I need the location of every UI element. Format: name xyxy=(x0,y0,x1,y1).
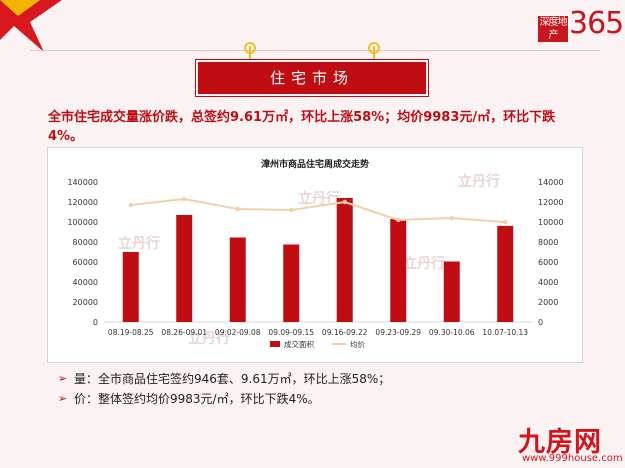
line-point-09.30-10.06 xyxy=(449,215,454,221)
legend-label-line: 均价 xyxy=(350,339,365,349)
left-axis: 0 20000 40000 60000 80000 100000 120000 140000 xyxy=(67,178,532,327)
line-point-09.09-09.15 xyxy=(289,207,294,213)
right-tick-label: 10000 xyxy=(538,218,563,227)
right-tick-label: 12000 xyxy=(538,198,563,207)
line-point-08.19-08.25 xyxy=(128,202,133,208)
watermark-text: 立丹行 xyxy=(118,235,160,252)
right-tick-label: 6000 xyxy=(538,258,558,267)
watermark-text: 立丹行 xyxy=(403,255,445,272)
bar-09.23-09.29 xyxy=(390,219,407,322)
right-tick-label: 4000 xyxy=(538,278,558,287)
banner-title: 住宅市场 xyxy=(198,62,426,94)
footer-url: www.999house.com xyxy=(522,453,623,464)
avg-price-line xyxy=(130,197,506,224)
logo-text-box: 深度地产 xyxy=(538,16,568,42)
left-tick-label: 100000 xyxy=(67,218,98,227)
bullet-price: ➢ 价：整体签约均价9983元/㎡，环比下跌4%。 xyxy=(58,388,588,408)
chart-title: 漳州市商品住宅周成交走势 xyxy=(261,158,369,170)
bar-09.30-10.06 xyxy=(443,261,460,322)
section-banner: 住宅市场 xyxy=(188,42,436,100)
bar-series xyxy=(122,198,514,322)
left-tick-label: 120000 xyxy=(67,198,98,207)
right-tick-label: 0 xyxy=(538,318,543,327)
x-tick-label: 09.02-09.08 xyxy=(215,328,261,337)
watermark-text: 立丹行 xyxy=(188,330,230,347)
left-tick-label: 60000 xyxy=(73,258,98,267)
line-point-10.07-10.13 xyxy=(503,219,508,225)
legend-swatch-bar xyxy=(270,341,280,347)
footer-logo: 九房网 www.999house.com xyxy=(514,420,623,466)
left-tick-label: 40000 xyxy=(73,278,98,287)
brand-logo: 深度地产 365 xyxy=(538,6,624,44)
logo-number: 365 xyxy=(569,6,624,41)
x-tick-label: 09.09-09.15 xyxy=(268,328,314,337)
bar-09.16-09.22 xyxy=(336,198,353,322)
legend-label-bar: 成交面积 xyxy=(284,339,314,349)
bar-09.02-09.08 xyxy=(229,237,246,322)
bar-09.09-09.15 xyxy=(283,244,300,322)
line-point-09.23-09.29 xyxy=(396,217,401,223)
bullet-arrow-icon: ➢ xyxy=(58,391,68,405)
x-tick-label: 08.26-09.01 xyxy=(161,328,207,337)
bullet-list: ➢ 量：全市商品住宅签约946套、9.61万㎡，环比上涨58%； ➢ 价：整体签… xyxy=(58,368,588,408)
banner-pins xyxy=(244,42,380,62)
corner-flag-decoration xyxy=(0,0,62,52)
right-tick-label: 8000 xyxy=(538,238,558,247)
right-tick-label: 14000 xyxy=(538,178,563,187)
left-tick-label: 140000 xyxy=(67,178,98,187)
x-axis-labels: 08.19-08.25 08.26-09.01 09.02-09.08 09.09-0… xyxy=(108,328,528,337)
bullet-arrow-icon: ➢ xyxy=(58,371,68,385)
x-tick-label: 09.16-09.22 xyxy=(322,328,368,337)
line-point-09.16-09.22 xyxy=(342,199,347,205)
bullet-text: 量：全市商品住宅签约946套、9.61万㎡，环比上涨58%； xyxy=(74,371,391,386)
line-point-09.02-09.08 xyxy=(235,206,240,212)
right-tick-label: 2000 xyxy=(538,298,558,307)
bullet-volume: ➢ 量：全市商品住宅签约946套、9.61万㎡，环比上涨58%； xyxy=(58,368,588,388)
bar-08.26-09.01 xyxy=(176,215,193,322)
chart-container: 立丹行 立丹行 立丹行 立丹行 立丹行 漳州市商品住宅周成交走势 0 20000 40000… xyxy=(47,147,583,363)
bar-10.07-10.13 xyxy=(497,225,514,322)
line-series xyxy=(128,196,508,225)
x-tick-label: 09.30-10.06 xyxy=(429,328,475,337)
right-axis: 0 2000 4000 6000 8000 10000 12000 14000 xyxy=(538,178,563,327)
x-tick-label: 10.07-10.13 xyxy=(482,328,528,337)
footer-brand: 九房网 xyxy=(518,427,602,458)
chart-legend: 成交面积 均价 xyxy=(270,339,365,349)
watermark-text: 立丹行 xyxy=(458,173,500,190)
line-point-08.26-09.01 xyxy=(182,196,187,202)
left-tick-label: 80000 xyxy=(73,238,98,247)
bar-08.19-08.25 xyxy=(122,252,139,322)
bullet-text: 价：整体签约均价9983元/㎡，环比下跌4%。 xyxy=(74,391,320,406)
left-tick-label: 0 xyxy=(93,318,98,327)
x-tick-label: 09.23-09.29 xyxy=(375,328,421,337)
watermark-text: 立丹行 xyxy=(298,190,340,207)
x-tick-label: 08.19-08.25 xyxy=(108,328,154,337)
headline-summary: 全市住宅成交量涨价跌，总签约9.61万㎡，环比上涨58%；均价9983元/㎡，环… xyxy=(48,110,556,144)
header-divider xyxy=(30,50,600,51)
left-tick-label: 20000 xyxy=(73,298,98,307)
